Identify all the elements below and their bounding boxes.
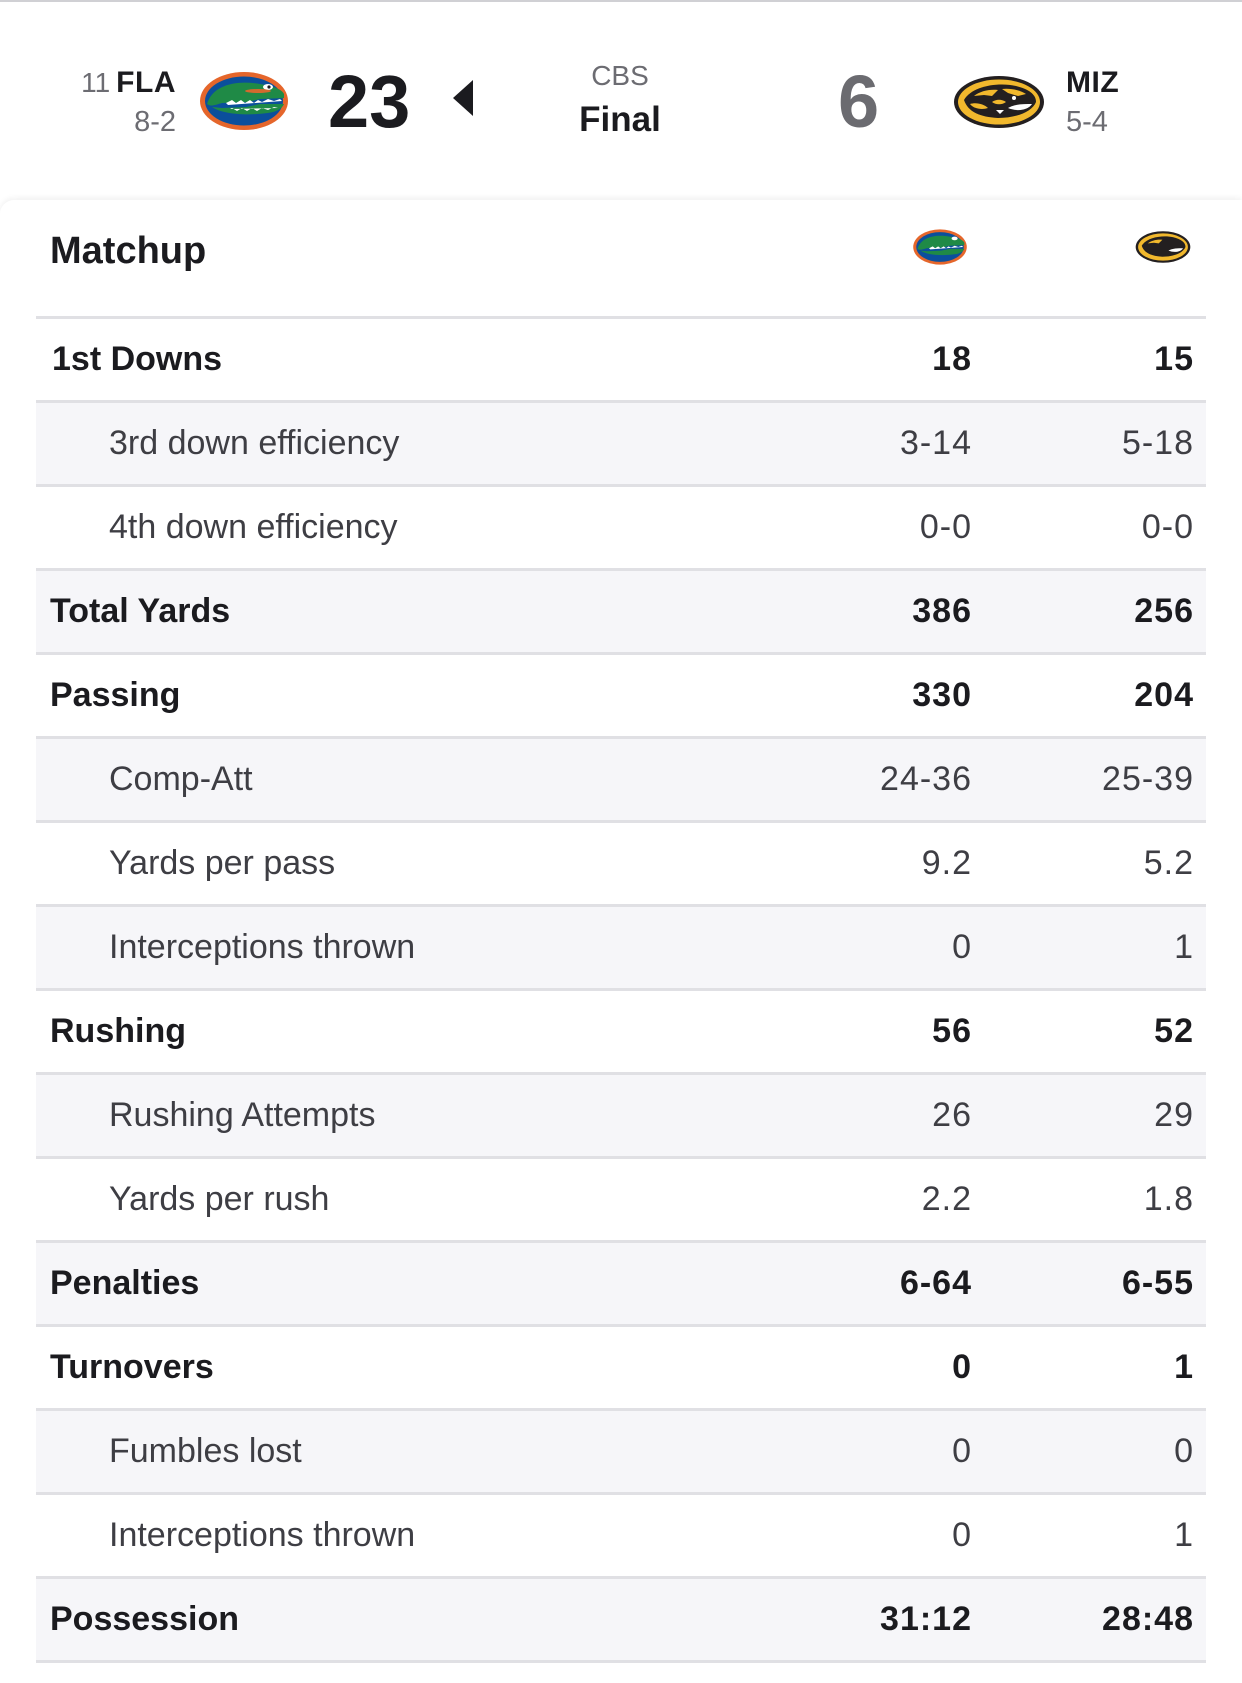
away-stat-value: 0 — [952, 928, 972, 966]
stat-row: Possession 31:12 28:48 — [36, 1579, 1206, 1663]
away-stat-value: 0-0 — [919, 508, 972, 546]
stat-row: Yards per rush 2.2 1.8 — [36, 1159, 1206, 1243]
tiger-logo-icon — [954, 76, 1044, 128]
home-stat-value: 1 — [1174, 1348, 1194, 1386]
home-stat-value: 1 — [1174, 1516, 1194, 1554]
broadcast-network: CBS — [591, 60, 649, 91]
tiger-logo-icon — [1135, 231, 1191, 263]
stat-label: Comp-Att — [109, 760, 253, 798]
away-stat-value: 18 — [932, 340, 972, 378]
away-stat-value: 26 — [932, 1096, 972, 1134]
home-team-abbr: MIZ — [1066, 66, 1120, 99]
home-stat-value: 0-0 — [1141, 508, 1194, 546]
gator-logo-icon — [913, 229, 967, 265]
stats-table: 1st Downs 18 15 3rd down efficiency 3-14 5-18… — [36, 316, 1206, 1663]
home-stat-value: 25-39 — [1102, 760, 1194, 798]
home-stat-value: 29 — [1154, 1096, 1194, 1134]
home-stat-value: 5-18 — [1121, 424, 1194, 462]
away-stat-value: 6-64 — [899, 1264, 972, 1302]
scoreboard-header[interactable]: 11 FLA 8-2 23 CBS Final 6 MIZ 5-4 — [0, 0, 1242, 200]
away-stat-value: 56 — [932, 1012, 972, 1050]
home-stat-value: 1.8 — [1143, 1180, 1194, 1218]
stat-label: 4th down efficiency — [109, 508, 398, 546]
stat-label: Rushing Attempts — [109, 1096, 376, 1134]
stat-label: Fumbles lost — [109, 1432, 302, 1470]
stat-label: Turnovers — [50, 1348, 214, 1386]
stat-row: Turnovers 0 1 — [36, 1327, 1206, 1411]
stat-row: Penalties 6-64 6-55 — [36, 1243, 1206, 1327]
home-stat-value: 6-55 — [1121, 1264, 1194, 1302]
stat-row: Rushing Attempts 26 29 — [36, 1075, 1206, 1159]
away-stat-value: 24-36 — [880, 760, 972, 798]
stat-label: 1st Downs — [52, 340, 223, 378]
stat-row: Yards per pass 9.2 5.2 — [36, 823, 1206, 907]
home-stat-value: 1 — [1174, 928, 1194, 966]
home-team-record: 5-4 — [1066, 106, 1108, 138]
away-team-rank: 11 — [81, 67, 111, 98]
gator-logo-icon — [200, 72, 288, 130]
home-stat-value: 256 — [1134, 592, 1194, 630]
away-stat-value: 3-14 — [899, 424, 972, 462]
stat-row: Total Yards 386 256 — [36, 571, 1206, 655]
stat-row: Comp-Att 24-36 25-39 — [36, 739, 1206, 823]
stat-label: Interceptions thrown — [109, 1516, 416, 1554]
top-border — [0, 0, 1242, 2]
away-stat-value: 9.2 — [921, 844, 972, 882]
home-stat-value: 204 — [1134, 676, 1194, 714]
stat-label: Possession — [50, 1600, 239, 1638]
away-team-record: 8-2 — [134, 106, 176, 138]
away-stat-value: 0 — [952, 1516, 972, 1554]
away-stat-value: 31:12 — [880, 1600, 972, 1638]
away-team-name: 11 FLA — [0, 66, 176, 100]
matchup-title: Matchup — [50, 230, 207, 272]
stat-row: Interceptions thrown 0 1 — [36, 1495, 1206, 1579]
home-stat-value: 5.2 — [1143, 844, 1194, 882]
away-team-score: 23 — [328, 60, 411, 143]
home-team-score: 6 — [838, 60, 880, 143]
stat-label: Yards per rush — [109, 1180, 330, 1218]
stat-row: Fumbles lost 0 0 — [36, 1411, 1206, 1495]
stat-label: Passing — [50, 676, 181, 714]
away-stat-value: 0 — [952, 1432, 972, 1470]
away-stat-value: 2.2 — [921, 1180, 972, 1218]
stat-label: Penalties — [50, 1264, 200, 1302]
stat-row: 4th down efficiency 0-0 0-0 — [36, 487, 1206, 571]
winner-arrow-icon — [453, 80, 473, 116]
stat-label: Total Yards — [50, 592, 231, 630]
away-stat-value: 0 — [952, 1348, 972, 1386]
stat-row: Passing 330 204 — [36, 655, 1206, 739]
stat-row: Interceptions thrown 0 1 — [36, 907, 1206, 991]
home-stat-value: 15 — [1154, 340, 1194, 378]
home-stat-value: 28:48 — [1102, 1600, 1194, 1638]
away-team-abbr: FLA — [116, 66, 176, 99]
stat-label: 3rd down efficiency — [109, 424, 400, 462]
stat-label: Yards per pass — [109, 844, 336, 882]
stat-row: 3rd down efficiency 3-14 5-18 — [36, 403, 1206, 487]
away-stat-value: 330 — [912, 676, 972, 714]
away-stat-value: 386 — [912, 592, 972, 630]
home-stat-value: 52 — [1154, 1012, 1194, 1050]
stat-label: Interceptions thrown — [109, 928, 416, 966]
matchup-card: Matchup 1st Downs 18 15 3rd down efficiency… — [0, 200, 1242, 1683]
stat-label: Rushing — [50, 1012, 186, 1050]
stat-row: 1st Downs 18 15 — [36, 319, 1206, 403]
game-status: Final — [579, 100, 661, 139]
home-stat-value: 0 — [1174, 1432, 1194, 1470]
stat-row: Rushing 56 52 — [36, 991, 1206, 1075]
